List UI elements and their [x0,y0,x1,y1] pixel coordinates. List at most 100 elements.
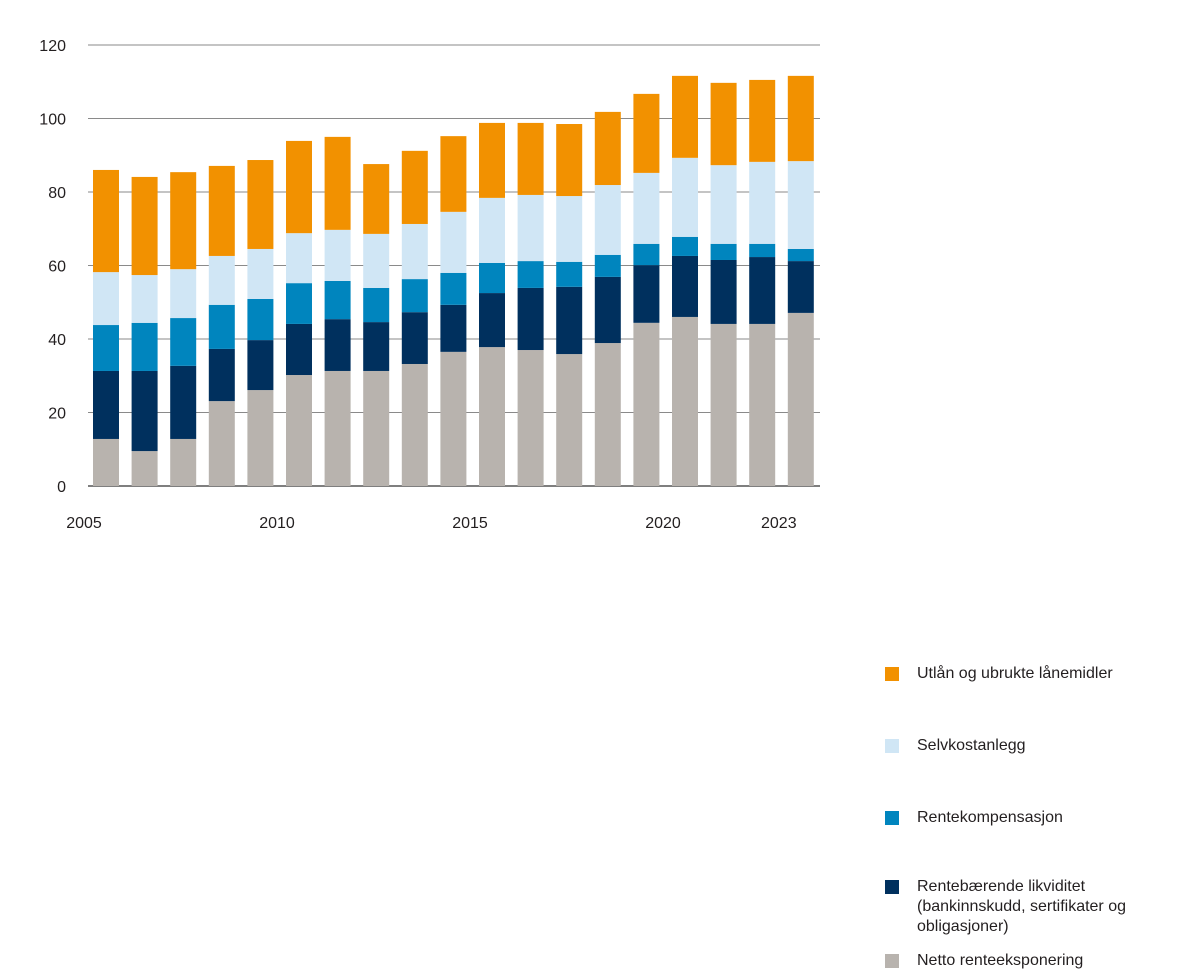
bar-segment [208,165,235,256]
bar-segment [286,375,312,486]
bar-segment [131,370,158,452]
legend-label: Rentekompensasjon [917,809,1063,826]
bar-segment [594,276,621,344]
y-tick-label: 100 [39,112,66,129]
bar-segment [440,136,467,212]
bar-segment [93,438,119,486]
bar-segment [247,340,274,391]
bar-segment [710,243,737,260]
bar-segment [286,283,312,324]
bar-segment [131,451,158,486]
bar-segment [672,157,698,237]
x-tick-label: 2015 [452,515,488,532]
y-tick-label: 0 [57,479,66,496]
legend-swatch [885,739,899,753]
bar-segment [672,255,698,317]
bar-segment [479,122,505,198]
bar-segment [93,272,119,326]
bar-segment [517,261,544,288]
y-tick-label: 20 [48,406,66,423]
bar-segment [93,325,119,371]
legend-label: Utlån og ubrukte lånemidler [917,665,1113,682]
bar-segment [401,363,428,486]
legend-label: Selvkostanlegg [917,737,1026,754]
bar-segment [247,390,274,486]
bar-segment [170,438,197,486]
bar-segment [479,347,505,486]
bar-segment [749,243,776,258]
bar-segment [710,165,737,244]
x-tick-label: 2020 [645,515,681,532]
bar-segment [787,248,814,262]
legend-item-netto: Netto renteeksponering [885,951,1185,971]
bar-segment [440,211,467,273]
x-tick-label: 2023 [761,515,797,532]
bar-segment [517,194,544,262]
bar-segment [672,236,698,256]
bar-segment [556,124,583,197]
bar-segment [286,233,312,284]
bar-segment [710,323,737,486]
bar-segment [170,269,197,319]
bar-segment [170,318,197,366]
bar-segment [594,185,621,255]
bar-segment [286,140,312,234]
bar-segment [787,312,814,486]
bar-segment [749,323,776,486]
bar-segment [247,160,274,249]
legend-swatch [885,954,899,968]
bar-segment [556,261,583,287]
bar-segment [93,169,119,273]
bar-segment [131,322,158,371]
bar-segment [594,111,621,186]
bar-segment [208,348,235,402]
bar-segment [324,136,351,230]
bar-segment [170,172,197,270]
bar-segment [208,304,235,349]
bar-segment [170,365,197,439]
bar-segment [633,322,660,486]
y-tick-label: 60 [48,259,66,276]
bar-segment [93,370,119,439]
legend-label: Rentebærende likviditet (bankinnskudd, s… [917,878,1126,935]
bar-segment [633,243,660,266]
bar-segment [633,172,660,244]
bar-segment [131,176,158,276]
bar-segment [749,257,776,324]
legend-item-utlan: Utlån og ubrukte lånemidler [885,664,1185,684]
y-tick-label: 40 [48,332,66,349]
bar-segment [324,370,351,486]
bar-segment [672,316,698,486]
bar-segment [401,279,428,313]
bar-segment [247,248,274,299]
bar-segment [131,275,158,323]
bar-segment [324,319,351,371]
bar-segment [324,280,351,320]
legend-swatch [885,880,899,894]
bar-segment [710,259,737,324]
bar-segment [440,272,467,305]
x-tick-label: 2010 [259,515,295,532]
bar-segment [363,233,390,288]
bar-segment [247,298,274,341]
bar-segment [363,287,390,323]
chart-container: 0 20 40 60 80 100 120 2005 2010 2015 2020 2023 Utlå… [39,38,1126,969]
stacked-bar-chart: 0 20 40 60 80 100 120 2005 2010 2015 2020 2023 [39,38,820,532]
bar-segment [363,164,390,234]
bar-segment [479,197,505,263]
legend-swatch [885,811,899,825]
bar-segment [401,223,428,280]
bar-segment [787,161,814,249]
bar-segment [556,286,583,355]
bar-segment [556,354,583,486]
bar-segment [749,79,776,162]
bar-segment [710,82,737,166]
legend-swatch [885,667,899,681]
bar-segment [440,304,467,352]
bar-segment [440,351,467,486]
bar-segment [787,261,814,313]
y-tick-label: 120 [39,38,66,55]
bar-segment [594,254,621,277]
bar-segment [479,293,505,348]
bar-segment [324,229,351,281]
